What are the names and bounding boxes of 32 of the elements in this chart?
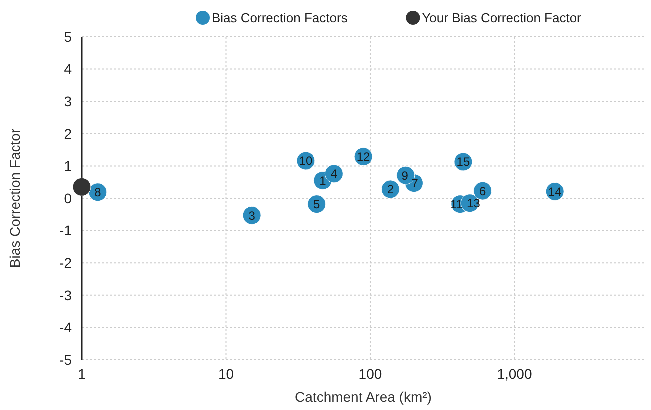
annotation: 7 xyxy=(412,176,419,191)
y-tick-label: 3 xyxy=(64,94,72,110)
annotation: 8 xyxy=(94,186,102,200)
y-tick-label: -5 xyxy=(60,352,72,368)
y-tick-label: 5 xyxy=(64,28,72,45)
legend-label: Bias Correction Factors xyxy=(212,10,348,26)
annotation: 4 xyxy=(330,167,338,182)
legend-label: Your Bias Correction Factor xyxy=(422,10,582,26)
annotation: 3 xyxy=(248,208,256,223)
y-tick-label: 2 xyxy=(64,126,72,142)
y-tick-label: -4 xyxy=(60,320,72,336)
annotation: 5 xyxy=(314,198,321,212)
y-axis-title: Bias Correction Factor xyxy=(7,128,23,268)
x-tick-label: 100 xyxy=(358,366,382,382)
annotation: 2 xyxy=(387,182,394,197)
y-tick-label: -1 xyxy=(60,222,72,239)
x-tick-label: 1,000 xyxy=(497,366,532,382)
y-tick-label: 4 xyxy=(64,61,72,78)
y-tick-label: 0 xyxy=(64,190,72,206)
x-axis-title: Catchment Area (km²) xyxy=(295,389,432,405)
y-tick-label: -3 xyxy=(60,287,72,304)
annotation: 1 xyxy=(320,174,327,188)
y-tick-label: -2 xyxy=(60,255,72,271)
annotation: 10 xyxy=(299,154,313,168)
annotation: 15 xyxy=(456,155,470,170)
y-tick-label: 1 xyxy=(64,158,72,174)
x-tick-label: 10 xyxy=(218,366,234,382)
annotation: 6 xyxy=(479,184,486,198)
annotation: 9 xyxy=(402,168,409,183)
annotation: 14 xyxy=(548,184,562,199)
x-tick-label: 1 xyxy=(78,366,86,382)
annotation: 12 xyxy=(356,150,371,164)
